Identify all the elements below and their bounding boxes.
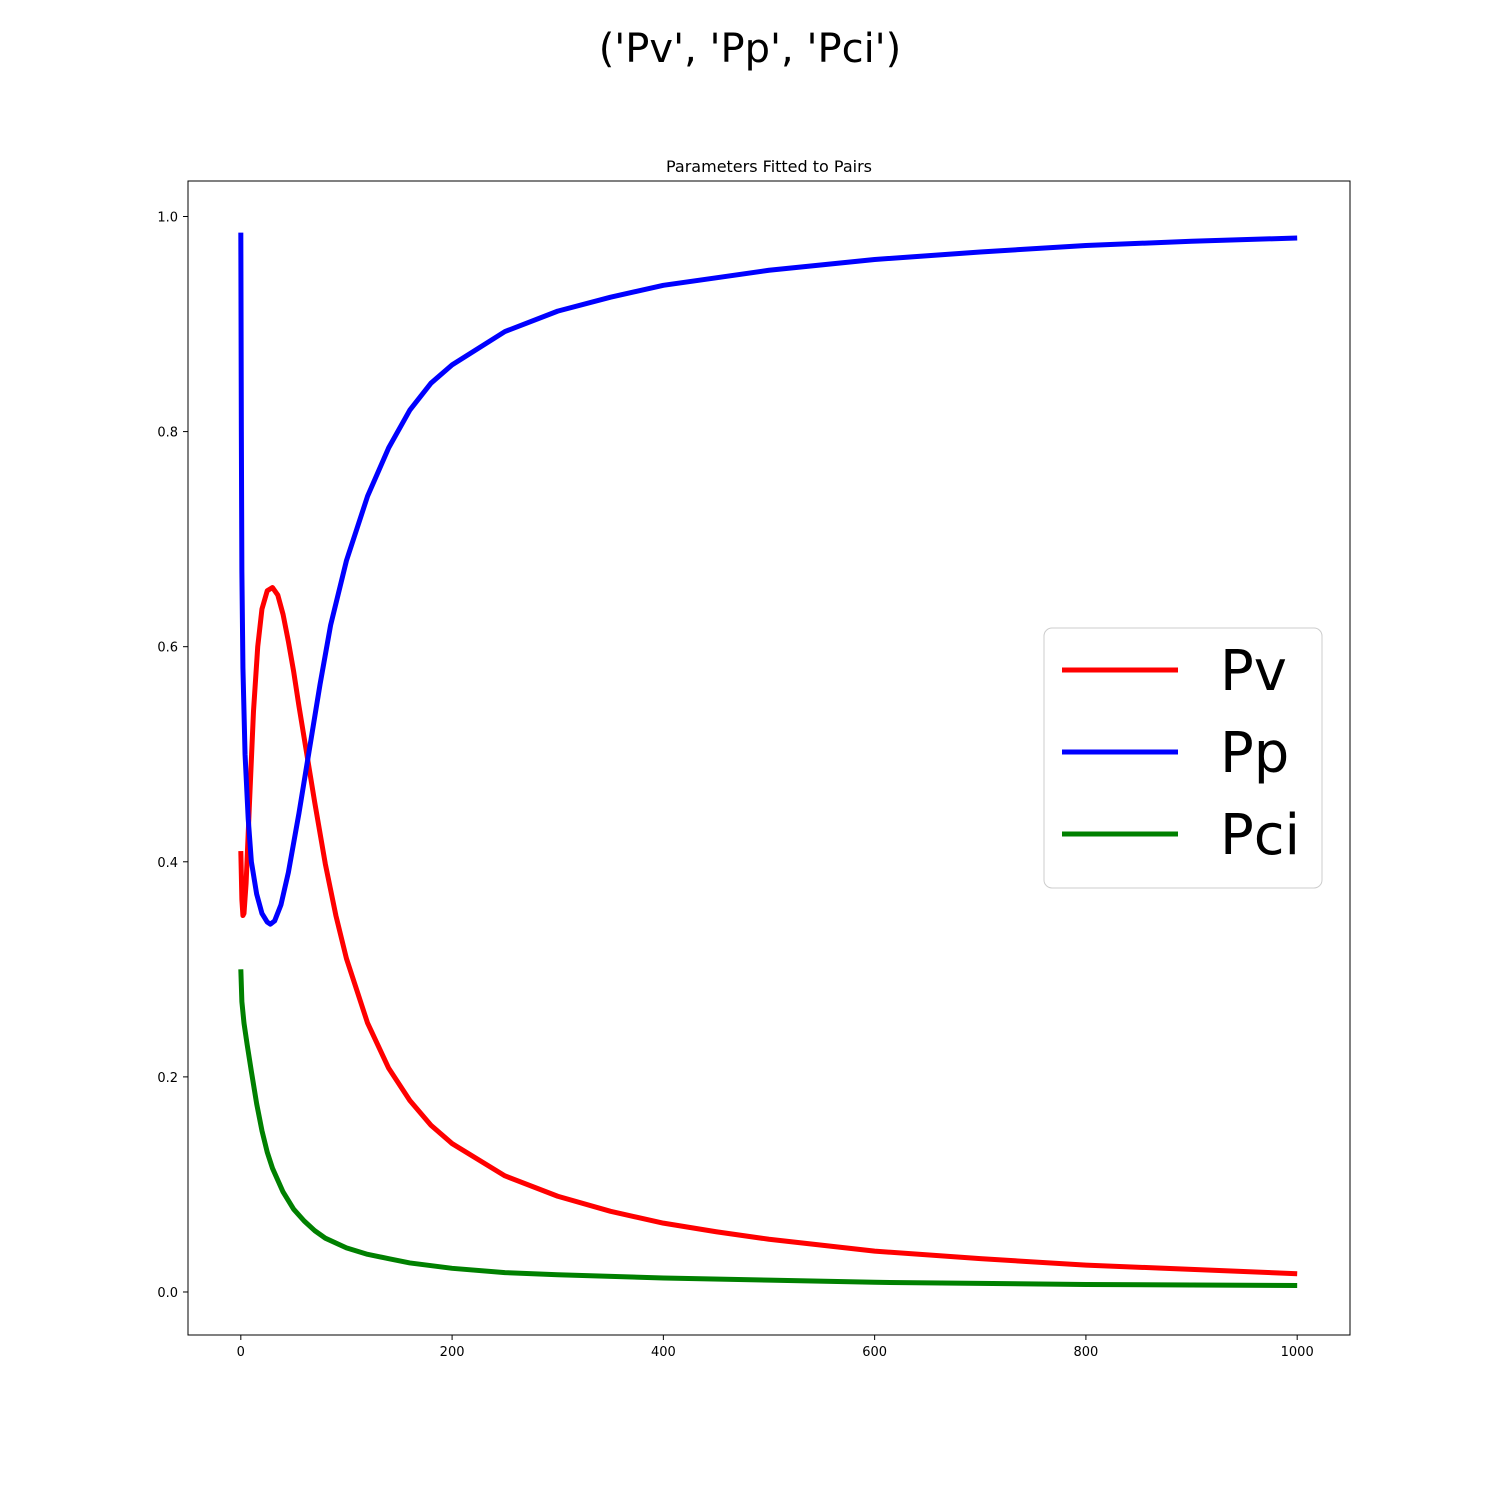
y-tick-label: 0.6 [157,641,178,656]
series-line-pp [238,232,1298,927]
y-tick-label: 0.2 [157,1071,178,1086]
y-tick-label: 0.0 [157,1286,178,1301]
y-tick-label: 0.8 [157,426,178,441]
legend-label-pci: Pci [1220,803,1300,868]
legend-label-pp: Pp [1220,721,1289,786]
x-tick-label: 200 [440,1345,465,1360]
series-line-pv [238,585,1298,1277]
axes-title: Parameters Fitted to Pairs [666,157,872,176]
y-tick-label: 0.4 [157,856,178,871]
y-axis: 0.0 0.2 0.4 0.6 0.8 1.0 [157,210,188,1301]
x-axis: 0 200 400 600 800 1000 [237,1335,1314,1360]
x-tick-label: 400 [651,1345,676,1360]
legend-label-pv: Pv [1220,639,1287,704]
figure-suptitle: ('Pv', 'Pp', 'Pci') [599,26,902,72]
legend: Pv Pp Pci [1043,627,1323,889]
x-tick-label: 1000 [1281,1345,1314,1360]
x-tick-label: 0 [237,1345,245,1360]
legend-frame [1043,627,1323,889]
series-layer [238,232,1298,1289]
x-tick-label: 800 [1073,1345,1098,1360]
axes-frame [187,180,1351,1336]
series-line-pci [238,969,1298,1289]
x-tick-label: 600 [862,1345,887,1360]
y-tick-label: 1.0 [157,210,178,225]
legend-entries: Pv Pp Pci [1062,639,1300,868]
